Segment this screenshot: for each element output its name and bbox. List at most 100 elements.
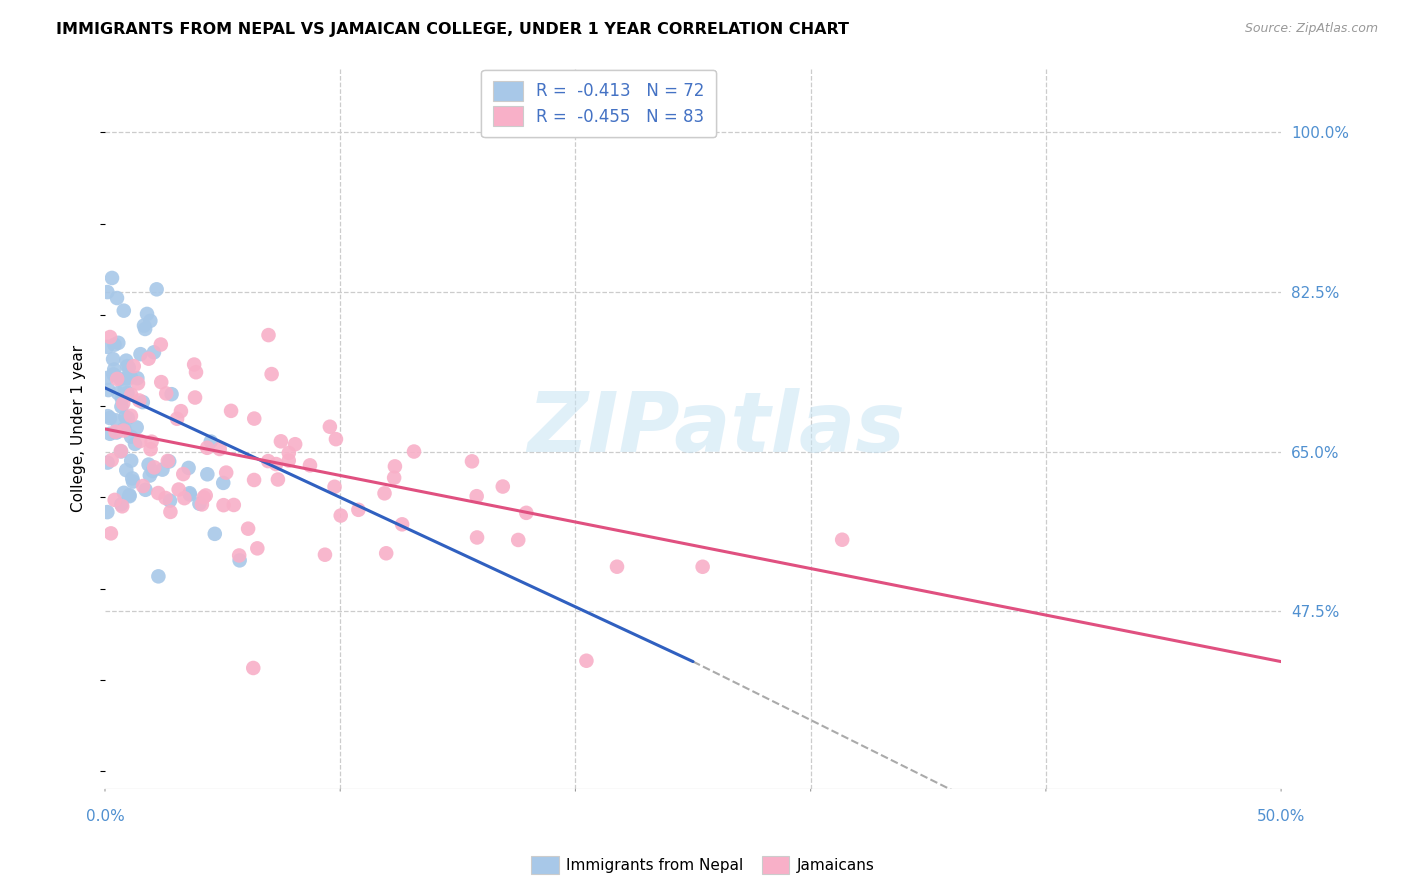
Point: [194, 488, 217, 502]
Point: [117, 386, 139, 401]
Point: [96, 285, 118, 299]
Point: [129, 434, 152, 448]
Point: [152, 462, 174, 476]
Point: [112, 303, 135, 318]
Point: [160, 387, 183, 401]
Point: [143, 460, 166, 475]
Point: [103, 362, 125, 376]
Point: [96, 505, 118, 519]
Point: [141, 434, 163, 449]
Point: [215, 466, 238, 480]
Point: [204, 526, 226, 541]
Point: [138, 351, 160, 366]
Point: [105, 413, 128, 427]
Point: [184, 391, 207, 405]
Point: [122, 475, 145, 489]
Point: [127, 376, 149, 391]
Point: [200, 434, 222, 449]
Point: [114, 409, 136, 424]
Point: [98, 426, 121, 441]
Point: [138, 458, 160, 472]
Point: [148, 569, 170, 583]
Point: [118, 489, 141, 503]
Point: [243, 473, 266, 487]
Point: [228, 549, 250, 563]
Point: [105, 372, 128, 386]
Point: [461, 454, 484, 468]
Point: [347, 503, 370, 517]
Point: [575, 654, 598, 668]
Point: [384, 459, 406, 474]
Point: [120, 430, 142, 444]
Point: [325, 432, 347, 446]
Point: [277, 453, 299, 467]
Point: [118, 488, 141, 502]
Point: [142, 464, 165, 478]
Point: [112, 396, 135, 410]
Point: [120, 453, 142, 467]
Point: [104, 492, 127, 507]
Point: [298, 458, 321, 473]
Legend: Immigrants from Nepal, Jamaicans: Immigrants from Nepal, Jamaicans: [524, 850, 882, 880]
Point: [149, 337, 172, 351]
Point: [98, 411, 121, 425]
Point: [155, 386, 177, 401]
Point: [122, 359, 145, 374]
Point: [465, 531, 488, 545]
Point: [134, 483, 156, 497]
Point: [831, 533, 853, 547]
Text: IMMIGRANTS FROM NEPAL VS JAMAICAN COLLEGE, UNDER 1 YEAR CORRELATION CHART: IMMIGRANTS FROM NEPAL VS JAMAICAN COLLEG…: [56, 22, 849, 37]
Point: [277, 446, 299, 460]
Point: [159, 505, 181, 519]
Point: [179, 487, 201, 501]
Point: [195, 467, 218, 482]
Point: [115, 371, 138, 385]
Point: [104, 425, 127, 439]
Point: [243, 411, 266, 425]
Point: [184, 365, 207, 379]
Point: [139, 314, 162, 328]
Point: [148, 486, 170, 500]
Point: [284, 437, 307, 451]
Point: [188, 497, 211, 511]
Point: [212, 498, 235, 512]
Point: [121, 471, 143, 485]
Point: [167, 483, 190, 497]
Point: [114, 382, 136, 396]
Point: [105, 291, 128, 305]
Point: [107, 386, 129, 401]
Point: [257, 454, 280, 468]
Point: [115, 359, 138, 374]
Point: [257, 328, 280, 343]
Point: [97, 383, 120, 397]
Point: [166, 411, 188, 425]
Point: [110, 372, 132, 386]
Point: [98, 330, 121, 344]
Point: [118, 360, 141, 375]
Point: [382, 471, 405, 485]
Point: [465, 489, 488, 503]
Point: [128, 393, 150, 408]
Point: [110, 444, 132, 458]
Point: [172, 467, 194, 481]
Point: [170, 404, 193, 418]
Point: [117, 411, 139, 425]
Point: [127, 371, 149, 385]
Point: [115, 463, 138, 477]
Point: [124, 437, 146, 451]
Point: [195, 441, 218, 455]
Point: [173, 491, 195, 505]
Point: [208, 442, 231, 456]
Point: [329, 508, 352, 523]
Point: [143, 345, 166, 359]
Point: [222, 498, 245, 512]
Point: [120, 370, 142, 384]
Text: 50.0%: 50.0%: [1257, 809, 1305, 824]
Point: [96, 371, 118, 385]
Point: [319, 419, 342, 434]
Point: [139, 468, 162, 483]
Point: [212, 475, 235, 490]
Point: [139, 442, 162, 457]
Point: [606, 559, 628, 574]
Point: [177, 461, 200, 475]
